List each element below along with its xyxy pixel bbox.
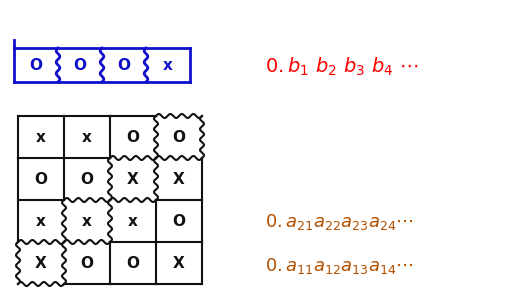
- Text: $0.b_1\ b_2\ b_3\ b_4\ {\cdots}$: $0.b_1\ b_2\ b_3\ b_4\ {\cdots}$: [265, 56, 418, 78]
- Text: x: x: [163, 58, 173, 73]
- Text: X: X: [35, 255, 47, 270]
- Text: O: O: [173, 129, 186, 144]
- Text: O: O: [35, 171, 48, 186]
- Text: $0.a_{11}a_{12}a_{13}a_{14}{\cdots}$: $0.a_{11}a_{12}a_{13}a_{14}{\cdots}$: [265, 256, 414, 276]
- Text: O: O: [127, 129, 140, 144]
- Text: X: X: [127, 171, 139, 186]
- Text: O: O: [117, 58, 130, 73]
- Text: x: x: [36, 213, 46, 228]
- Text: O: O: [173, 213, 186, 228]
- Text: O: O: [81, 171, 94, 186]
- Text: O: O: [73, 58, 86, 73]
- Text: O: O: [29, 58, 42, 73]
- Text: x: x: [128, 213, 138, 228]
- Text: x: x: [82, 213, 92, 228]
- Text: $0.a_{21}a_{22}a_{23}a_{24}{\cdots}$: $0.a_{21}a_{22}a_{23}a_{24}{\cdots}$: [265, 212, 414, 232]
- Text: O: O: [127, 255, 140, 270]
- Text: x: x: [36, 129, 46, 144]
- Text: X: X: [173, 255, 185, 270]
- Text: x: x: [82, 129, 92, 144]
- Text: O: O: [81, 255, 94, 270]
- Text: X: X: [173, 171, 185, 186]
